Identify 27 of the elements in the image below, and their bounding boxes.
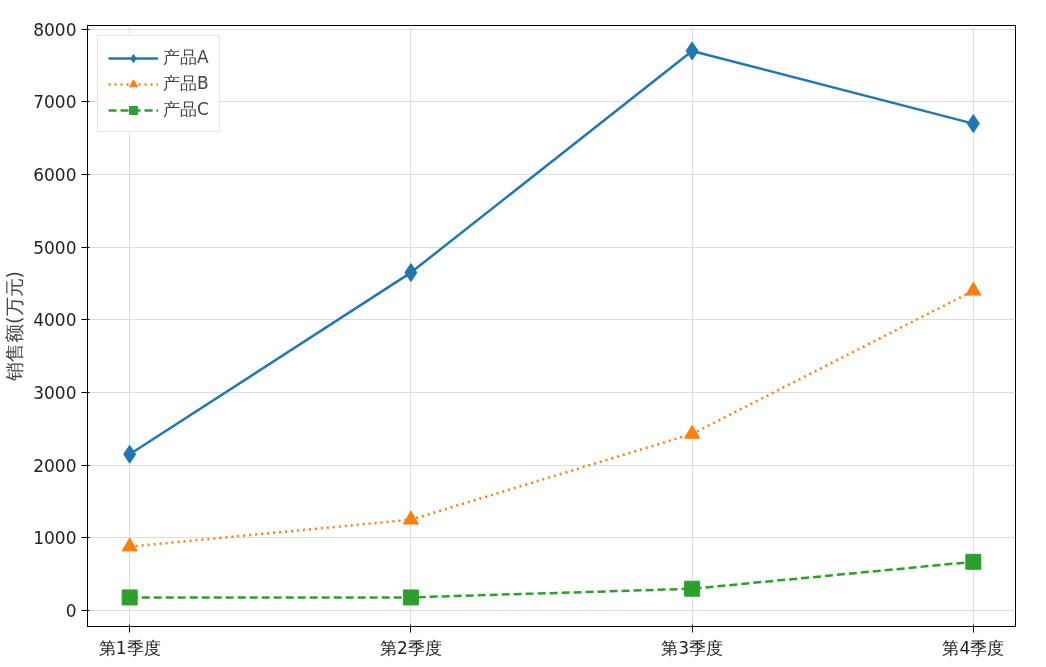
legend-label: 产品B <box>163 72 209 95</box>
y-tick-label: 1000 <box>33 528 77 549</box>
point <box>966 114 980 134</box>
x-tick-label: 第1季度 <box>98 637 161 658</box>
y-tick-label: 6000 <box>33 164 77 185</box>
y-tick-label: 4000 <box>33 310 77 331</box>
point <box>684 580 701 597</box>
x-tick-label: 第3季度 <box>661 637 724 658</box>
point <box>402 510 419 525</box>
point <box>402 589 419 606</box>
y-tick-label: 7000 <box>33 92 77 113</box>
point <box>121 537 138 552</box>
point <box>121 589 138 606</box>
x-tick-label: 第2季度 <box>379 637 442 658</box>
y-tick-label: 3000 <box>33 383 77 403</box>
y-tick-label: 5000 <box>33 237 77 258</box>
x-tick-label: 第4季度 <box>942 637 1005 658</box>
point <box>685 41 699 61</box>
point <box>404 263 418 283</box>
y-tick-label: 2000 <box>33 455 77 476</box>
y-tick-label: 8000 <box>33 19 77 40</box>
legend-label: 产品C <box>163 98 209 121</box>
y-axis-title: 销售额(万元) <box>3 271 26 382</box>
legend-label: 产品A <box>163 46 209 69</box>
y-tick-label: 0 <box>65 601 77 622</box>
point <box>965 553 982 570</box>
point <box>123 444 137 464</box>
